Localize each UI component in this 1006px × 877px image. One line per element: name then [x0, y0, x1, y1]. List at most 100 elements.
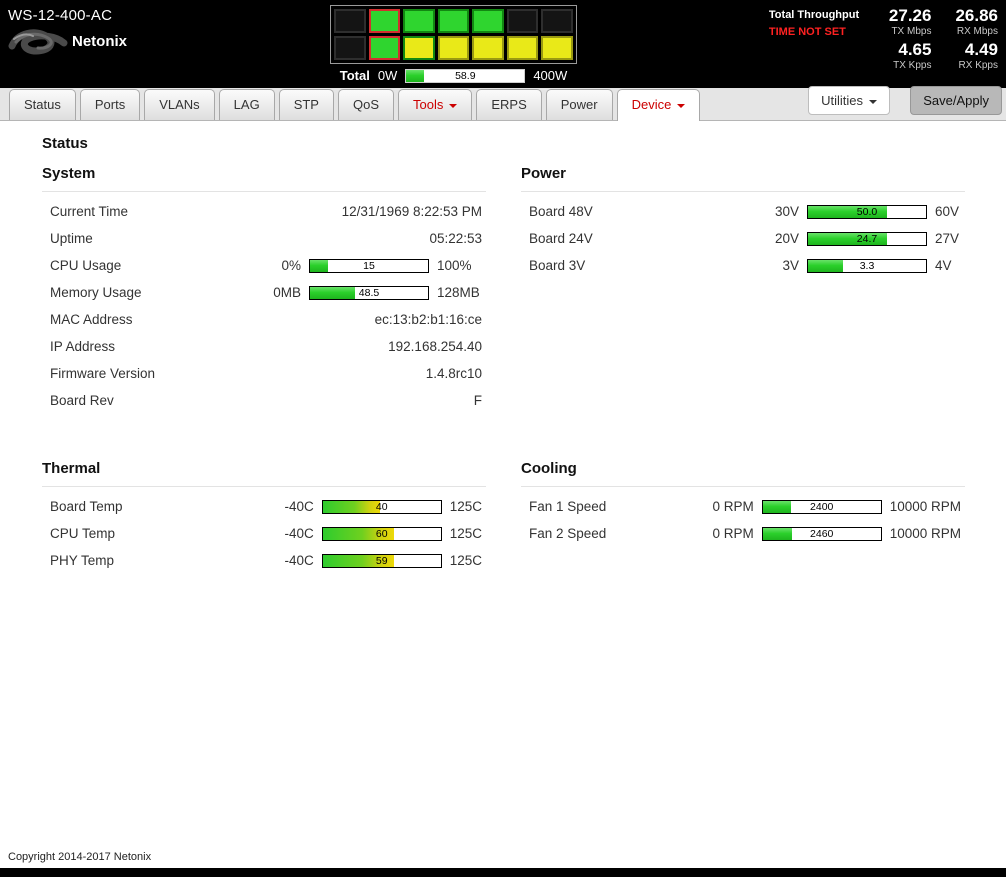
section-system: System Current Time 12/31/1969 8:22:53 P… [42, 165, 486, 414]
bar-fill [808, 232, 888, 245]
row-value: 05:22:53 [429, 231, 482, 246]
row-value: ec:13:b2:b1:16:ce [374, 312, 482, 327]
total-power-min: 0W [377, 68, 398, 83]
tab-device-label: Device [631, 97, 672, 112]
bar-fill [310, 286, 355, 299]
row-label: Memory Usage [50, 285, 142, 300]
total-power-bar: 58.9 [405, 68, 526, 83]
row-current-time: Current Time 12/31/1969 8:22:53 PM [42, 198, 486, 225]
bar-value: 2400 [810, 500, 834, 513]
tab-qos[interactable]: QoS [337, 89, 394, 120]
row-firmware-version: Firmware Version 1.4.8rc10 [42, 360, 486, 387]
bar-value: 15 [363, 259, 375, 272]
stat-rx-mbps: 26.86 RX Mbps [955, 7, 998, 37]
brand-block: WS-12-400-AC Netonix [8, 7, 127, 56]
utilities-button[interactable]: Utilities [808, 86, 890, 115]
stat-label: RX Mbps [956, 25, 998, 37]
tab-status[interactable]: Status [9, 89, 76, 120]
row-value: F [473, 393, 482, 408]
board-temp-bar: 40 [321, 499, 442, 514]
tab-vlans[interactable]: VLANs [144, 89, 215, 120]
bar-fill [322, 500, 380, 513]
tab-tools-label: Tools [413, 97, 444, 112]
tab-ports[interactable]: Ports [79, 89, 141, 120]
stat-tx-kpps: 4.65 TX Kpps [889, 40, 932, 71]
bar-max-label: 125C [449, 526, 482, 541]
row-ip-address: IP Address 192.168.254.40 [42, 333, 486, 360]
tab-lag[interactable]: LAG [218, 89, 275, 120]
port-indicator [334, 36, 366, 60]
port-indicator [541, 9, 573, 33]
bar-max-label: 4V [935, 258, 952, 273]
row-board-48v: Board 48V 30V 50.0 60V [521, 198, 965, 225]
bar-value: 60 [375, 527, 388, 540]
bar-max-label: 27V [935, 231, 960, 246]
caret-down-icon [449, 103, 458, 108]
bar-min-label: 0 RPM [712, 526, 754, 541]
stat-value: 26.86 [955, 6, 998, 25]
section-title-cooling: Cooling [521, 460, 965, 487]
bar-min-label: 30V [774, 204, 799, 219]
row-value: 1.4.8rc10 [425, 366, 482, 381]
caret-down-icon [677, 103, 686, 108]
port-indicator [368, 9, 401, 33]
device-model: WS-12-400-AC [8, 7, 113, 24]
bar-max-label: 10000 RPM [889, 499, 961, 514]
port-indicator [472, 9, 504, 33]
row-label: Board 24V [529, 231, 593, 246]
total-power-bar-fill [406, 69, 424, 82]
tab-device[interactable]: Device [616, 89, 701, 121]
stat-label: TX Kpps [893, 59, 932, 71]
row-memory-usage: Memory Usage 0MB 48.5 128MB [42, 279, 486, 306]
port-indicator [437, 9, 470, 33]
bar-max-label: 10000 RPM [889, 526, 961, 541]
board-48v-bar: 50.0 [807, 204, 927, 219]
bar-fill [808, 205, 887, 218]
port-indicator [541, 36, 573, 60]
port-status-panel: Total 0W 58.9 400W [330, 5, 577, 83]
bar-min-label: 3V [782, 258, 799, 273]
bar-min-label: 0MB [273, 285, 301, 300]
throughput-panel: Total Throughput TIME NOT SET 27.26 TX M… [769, 7, 998, 71]
tab-erps[interactable]: ERPS [476, 89, 542, 120]
save-apply-button[interactable]: Save/Apply [910, 86, 1002, 115]
bar-value: 3.3 [859, 259, 875, 272]
section-power: Power Board 48V 30V 50.0 60V Board 24V 2… [521, 165, 965, 414]
port-indicator [506, 36, 539, 60]
row-label: Firmware Version [50, 366, 156, 381]
redacted-logo-scribble [8, 29, 68, 55]
row-label: Current Time [50, 204, 129, 219]
port-indicator [403, 36, 435, 60]
bottom-strip [0, 868, 1006, 877]
total-power-bar-value: 58.9 [455, 69, 476, 82]
bar-max-label: 128MB [437, 285, 480, 300]
cpu-temp-bar: 60 [321, 526, 442, 541]
fan-1-speed-bar: 2400 [761, 499, 882, 514]
fan-2-speed-bar: 2460 [761, 526, 882, 541]
row-fan-2-speed: Fan 2 Speed 0 RPM 2460 10000 RPM [521, 520, 965, 547]
bar-fill [762, 500, 792, 513]
total-power-max: 400W [533, 68, 568, 83]
bar-max-label: 125C [449, 499, 482, 514]
row-label: Board Temp [50, 499, 123, 514]
row-label: Uptime [50, 231, 93, 246]
bar-fill [762, 527, 792, 540]
phy-temp-bar: 59 [321, 553, 442, 568]
brand-name: Netonix [72, 32, 128, 50]
page-title: Status [42, 135, 88, 152]
stat-label: RX Kpps [958, 59, 998, 71]
row-board-24v: Board 24V 20V 24.7 27V [521, 225, 965, 252]
bar-min-label: 0 RPM [712, 499, 754, 514]
bar-fill [808, 259, 844, 272]
section-title-thermal: Thermal [42, 460, 486, 487]
section-thermal: Thermal Board Temp -40C 40 125C CPU Temp… [42, 460, 486, 574]
row-uptime: Uptime 05:22:53 [42, 225, 486, 252]
tab-stp[interactable]: STP [278, 89, 334, 120]
bar-value: 48.5 [358, 286, 380, 299]
stat-rx-kpps: 4.49 RX Kpps [955, 40, 998, 71]
tab-power[interactable]: Power [545, 89, 613, 120]
row-label: Board Rev [50, 393, 114, 408]
bar-max-label: 60V [935, 204, 960, 219]
throughput-title: Total Throughput [768, 9, 860, 21]
tab-tools[interactable]: Tools [398, 89, 473, 120]
